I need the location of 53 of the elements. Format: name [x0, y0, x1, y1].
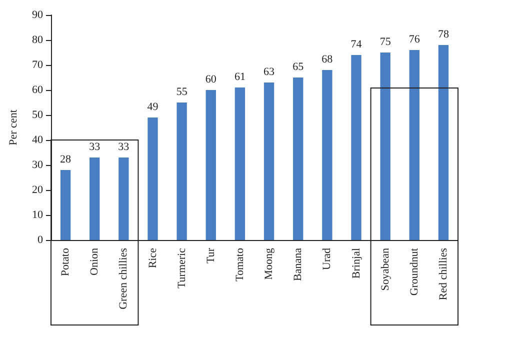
x-tick-label: Turmeric	[176, 248, 188, 289]
y-tick-label: 10	[32, 209, 44, 221]
y-tick-label: 40	[32, 134, 44, 146]
y-tick-label: 50	[32, 109, 44, 121]
bar	[90, 158, 100, 240]
bar	[234, 88, 246, 240]
y-tick-label: 60	[32, 84, 44, 96]
x-tick-label: Groundnut	[408, 248, 420, 296]
x-tick-label: Onion	[88, 248, 101, 276]
x-tick-label: Tomato	[234, 248, 246, 282]
x-tick-label: Banana	[292, 248, 304, 281]
bar	[148, 118, 158, 240]
bar	[409, 50, 420, 240]
bar	[60, 170, 71, 240]
bar	[322, 70, 332, 240]
y-tick-label: 90	[32, 9, 44, 21]
x-tick-label: Tur	[204, 248, 217, 264]
y-tick-label: 30	[32, 159, 44, 171]
data-label: 78	[438, 28, 450, 40]
y-tick-label: 20	[32, 184, 44, 196]
bar	[206, 90, 216, 240]
data-label: 60	[205, 74, 217, 86]
data-label: 61	[234, 71, 246, 83]
x-tick-label: Green chillies	[118, 248, 130, 310]
data-label: 33	[118, 141, 130, 153]
data-label: 28	[60, 154, 72, 166]
bar	[293, 78, 304, 240]
x-tick-label: Red chillies	[437, 248, 450, 300]
x-tick-label: Urad	[321, 248, 334, 270]
bar	[118, 158, 129, 240]
bar	[351, 55, 362, 240]
data-label: 75	[380, 36, 392, 48]
data-label: 63	[264, 66, 276, 78]
data-label: 55	[176, 86, 188, 98]
bar	[176, 102, 187, 240]
data-label: 65	[292, 61, 304, 73]
y-tick-label: 70	[32, 59, 44, 71]
data-label: 74	[350, 38, 362, 50]
x-tick-label: Moong	[263, 248, 276, 280]
data-label: 76	[408, 34, 420, 46]
x-tick-label: Brinjal	[350, 248, 362, 279]
y-tick-label: 0	[38, 234, 44, 246]
y-axis-title: Per cent	[8, 110, 20, 146]
data-label: 68	[322, 54, 334, 66]
bar	[380, 52, 390, 240]
data-label: 33	[89, 141, 101, 153]
bar	[438, 45, 449, 240]
bar	[264, 82, 274, 240]
data-label: 49	[147, 101, 159, 113]
x-tick-label: Rice	[146, 248, 159, 268]
x-tick-label: Potato	[60, 248, 72, 276]
x-tick-label: Soyabean	[379, 248, 392, 291]
y-tick-label: 80	[32, 34, 44, 46]
